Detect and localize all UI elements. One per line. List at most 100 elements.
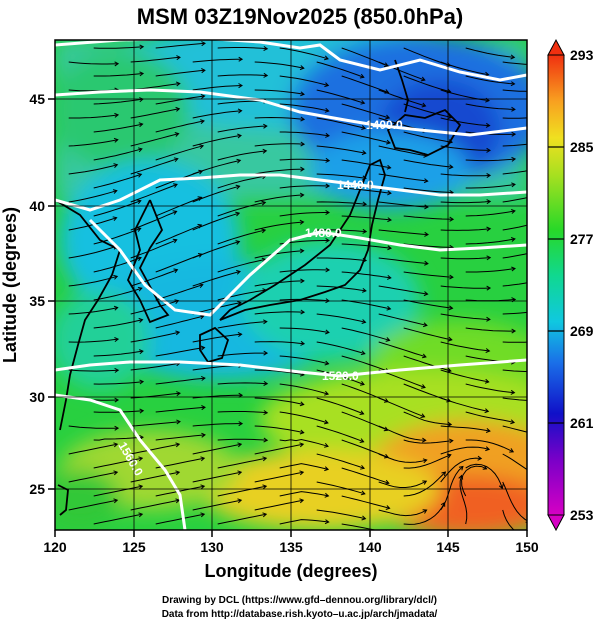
streamline-arrowhead bbox=[263, 45, 269, 51]
map-plot-area: 1400.0 1440.0 1480.0 1520.0 1560.0 bbox=[55, 40, 577, 535]
streamline bbox=[68, 61, 119, 65]
streamline bbox=[403, 187, 454, 194]
streamline-arrowhead bbox=[175, 470, 181, 476]
streamline-arrowhead bbox=[477, 455, 483, 461]
streamline bbox=[502, 224, 527, 231]
streamline bbox=[403, 103, 452, 118]
coastlines bbox=[55, 59, 462, 516]
streamline bbox=[378, 173, 428, 182]
streamline bbox=[378, 145, 428, 157]
streamline-arrowhead bbox=[114, 367, 120, 373]
streamline-arrowhead bbox=[200, 93, 206, 99]
coastline-taiwan bbox=[57, 484, 69, 516]
streamline bbox=[502, 197, 527, 203]
streamline-arrowhead bbox=[139, 71, 145, 77]
streamline-arrowhead bbox=[173, 157, 179, 163]
contour-1480 bbox=[88, 218, 527, 317]
streamline bbox=[502, 369, 527, 373]
streamline-arrowhead bbox=[325, 209, 330, 216]
streamline-arrowhead bbox=[387, 531, 391, 535]
streamline-arrowhead bbox=[571, 476, 575, 480]
x-axis-label: Longitude (degrees) bbox=[204, 561, 377, 581]
x-tick-label: 130 bbox=[200, 539, 224, 555]
colorbar-tick-label: 293 bbox=[570, 47, 594, 63]
streamline bbox=[93, 410, 144, 413]
streamline bbox=[93, 200, 141, 217]
streamline bbox=[440, 425, 490, 432]
streamline bbox=[403, 454, 451, 469]
streamline-arrowhead bbox=[238, 421, 244, 427]
streamline bbox=[279, 519, 329, 525]
streamline-arrowhead bbox=[262, 319, 268, 325]
streamline-arrowhead bbox=[175, 106, 181, 112]
credit-drawing: Drawing by DCL (https://www.gfd–dennou.o… bbox=[161, 595, 437, 606]
streamline-arrowhead bbox=[197, 223, 203, 229]
streamline-arrowhead bbox=[112, 216, 118, 222]
streamline-arrowhead bbox=[324, 390, 330, 396]
streamline-arrowhead bbox=[325, 329, 330, 335]
streamline-arrowhead bbox=[361, 319, 367, 324]
colorbar-min-arrow bbox=[547, 514, 565, 532]
contour-1440 bbox=[55, 173, 527, 212]
streamline bbox=[465, 210, 515, 217]
streamline-arrowhead bbox=[486, 199, 492, 205]
streamline bbox=[254, 425, 304, 434]
streamline bbox=[217, 125, 267, 133]
x-tick-label: 145 bbox=[436, 539, 460, 555]
streamline-arrowhead bbox=[235, 184, 241, 190]
streamline-arrowhead bbox=[484, 378, 490, 384]
streamline-arrowhead bbox=[485, 122, 491, 128]
streamline-arrowhead bbox=[511, 209, 516, 214]
streamline-arrowhead bbox=[449, 216, 455, 222]
streamline bbox=[378, 313, 428, 326]
streamline-arrowhead bbox=[200, 345, 206, 351]
streamline bbox=[130, 421, 181, 427]
streamline-arrowhead bbox=[139, 44, 145, 50]
streamline-arrowhead bbox=[136, 199, 142, 205]
x-tick-label: 125 bbox=[122, 539, 146, 555]
streamline-arrowhead bbox=[447, 421, 453, 427]
contour-1560 bbox=[55, 393, 187, 530]
streamline-arrowhead bbox=[325, 237, 330, 243]
coastline-korea bbox=[126, 199, 170, 324]
streamline-arrowhead bbox=[300, 309, 306, 315]
streamline-arrowhead bbox=[238, 56, 244, 62]
streamline bbox=[461, 465, 487, 497]
streamline-arrowhead bbox=[423, 291, 429, 297]
streamline bbox=[192, 135, 242, 147]
streamline bbox=[68, 425, 119, 429]
streamline-arrowhead bbox=[299, 248, 305, 254]
streamline bbox=[279, 411, 329, 424]
streamline-arrowhead bbox=[325, 267, 331, 273]
streamline bbox=[465, 103, 515, 110]
streamline-arrowhead bbox=[571, 201, 575, 205]
streamline-arrowhead bbox=[114, 61, 120, 67]
streamline bbox=[378, 257, 428, 265]
streamline-arrowhead bbox=[422, 480, 428, 485]
streamline bbox=[459, 475, 468, 525]
streamline-arrowhead bbox=[139, 408, 145, 414]
streamline-arrowhead bbox=[573, 98, 577, 102]
streamline-arrowhead bbox=[572, 288, 576, 292]
streamline bbox=[254, 61, 304, 69]
streamline bbox=[217, 175, 266, 189]
streamline-arrowhead bbox=[482, 465, 488, 470]
streamline-arrowhead bbox=[325, 132, 330, 138]
streamline-arrowhead bbox=[300, 278, 305, 284]
streamline bbox=[68, 499, 118, 511]
streamline bbox=[502, 453, 527, 471]
coastline-hokkaido bbox=[386, 108, 462, 156]
streamline bbox=[378, 229, 429, 236]
y-axis-label: Latitude (degrees) bbox=[0, 207, 20, 363]
streamline-arrowhead bbox=[361, 125, 367, 130]
streamline-arrowhead bbox=[510, 419, 516, 425]
streamline-arrowhead bbox=[300, 340, 306, 346]
x-tick-label: 140 bbox=[358, 539, 382, 555]
streamline bbox=[502, 89, 527, 92]
streamline-arrowhead bbox=[360, 464, 366, 470]
streamline bbox=[341, 271, 391, 279]
streamline bbox=[341, 327, 390, 341]
streamline-arrowhead bbox=[113, 274, 119, 280]
streamline-arrowhead bbox=[261, 228, 267, 234]
streamline-arrowhead bbox=[299, 429, 305, 435]
